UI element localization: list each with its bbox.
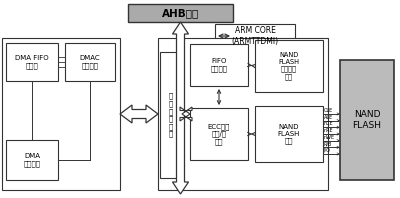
Text: R/B: R/B (324, 141, 332, 146)
Bar (158, 38, 328, 190)
Polygon shape (180, 107, 192, 121)
Polygon shape (120, 105, 158, 123)
Bar (160, 52, 182, 178)
Bar (6, 43, 58, 81)
Text: ALE: ALE (324, 115, 333, 120)
Bar (6, 140, 58, 180)
Bar (128, 4, 233, 22)
Text: CLE: CLE (324, 108, 333, 113)
Text: FIFO
寄存器能: FIFO 寄存器能 (210, 58, 228, 72)
Text: NAND
FLASH
接口: NAND FLASH 接口 (278, 124, 300, 144)
Bar (190, 108, 248, 160)
Text: AHB总线: AHB总线 (162, 8, 199, 18)
Bar (340, 60, 394, 180)
Polygon shape (172, 22, 188, 194)
Bar (65, 43, 115, 81)
Text: DMAC
总线接口: DMAC 总线接口 (80, 55, 100, 69)
Text: ECC算法
编码/解
码器: ECC算法 编码/解 码器 (208, 123, 230, 145)
Bar (190, 44, 248, 86)
Bar (255, 40, 323, 92)
Text: nWE: nWE (324, 135, 335, 140)
Text: 总
线
接
口
模
块: 总 线 接 口 模 块 (169, 93, 173, 137)
Text: NAND
FLASH
控制逻辑
模块: NAND FLASH 控制逻辑 模块 (278, 52, 300, 80)
Text: nRE: nRE (324, 128, 334, 133)
Text: I/O: I/O (324, 148, 331, 153)
Bar (255, 106, 323, 162)
Text: DMA
控制模块: DMA 控制模块 (24, 153, 40, 167)
Text: nCE: nCE (324, 121, 334, 126)
Text: ARM CORE
(ARMTTDMI): ARM CORE (ARMTTDMI) (232, 26, 278, 46)
Text: DMA FIFO
缓冲区: DMA FIFO 缓冲区 (15, 55, 49, 69)
Bar (2, 38, 120, 190)
Bar (215, 24, 295, 48)
Text: NAND
FLASH: NAND FLASH (352, 110, 382, 130)
